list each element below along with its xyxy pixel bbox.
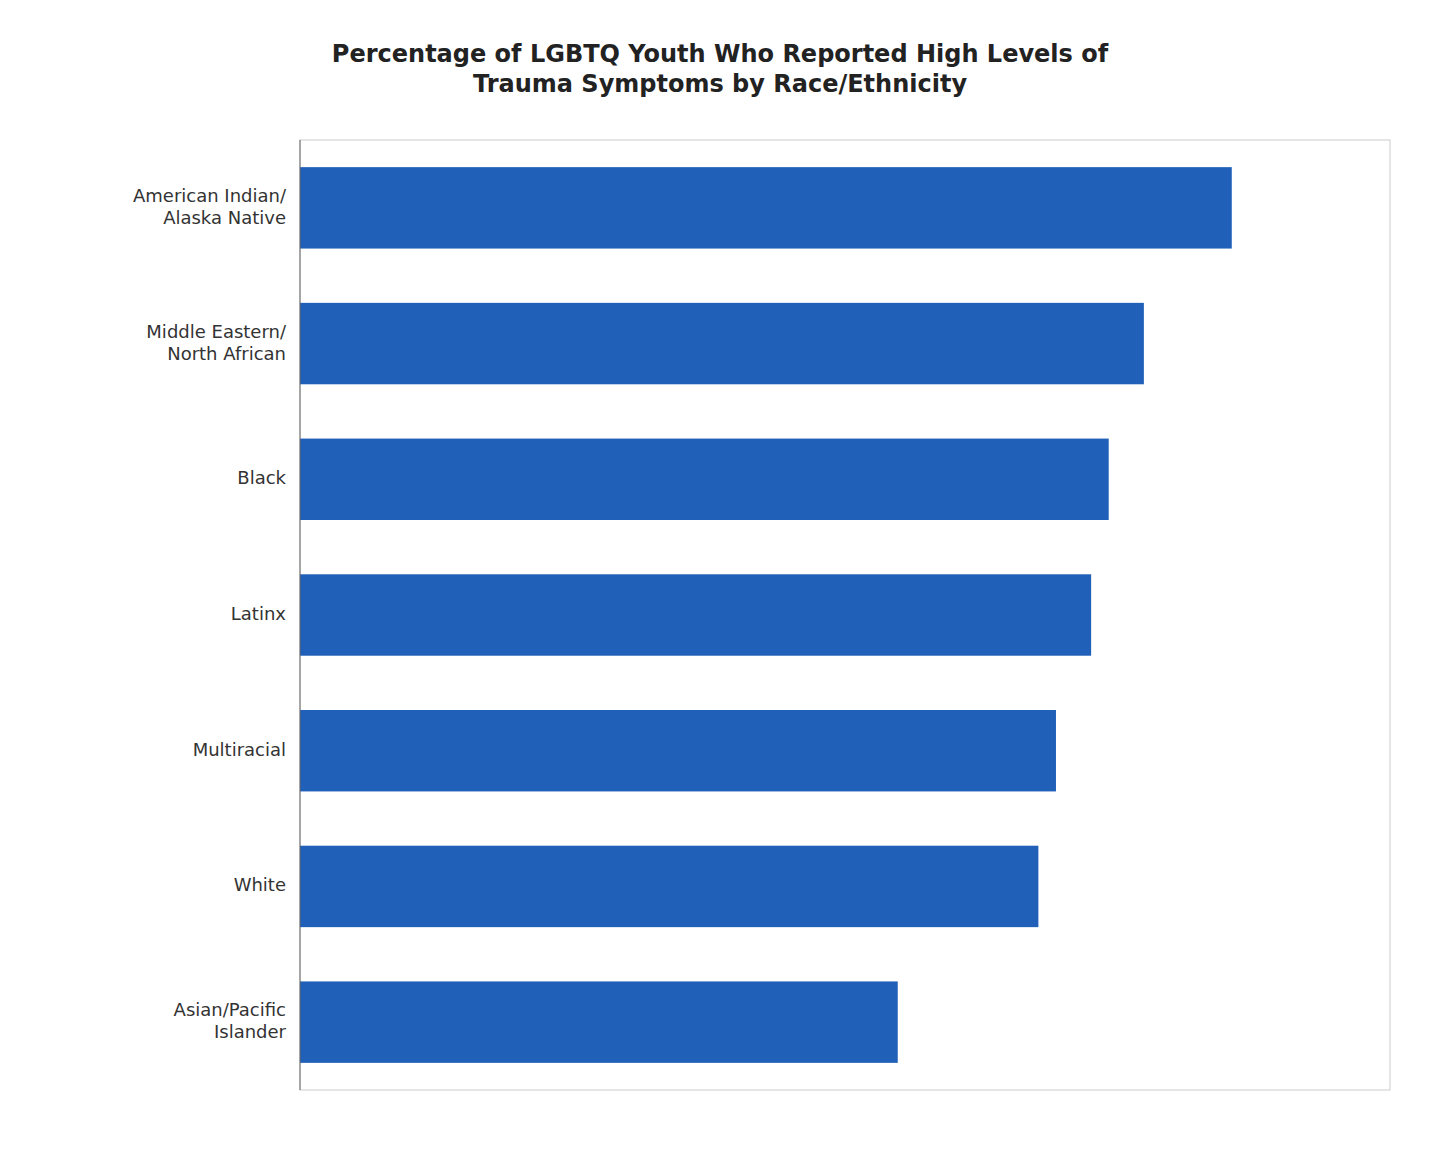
text-line: Trauma Symptoms by Race/Ethnicity [473, 70, 967, 98]
chart-svg: Percentage of LGBTQ Youth Who Reported H… [0, 0, 1440, 1152]
bar [300, 439, 1109, 520]
baseline [300, 140, 301, 1090]
bar [300, 574, 1091, 655]
plot-frame [300, 140, 1390, 1090]
text-line: Multiracial [193, 739, 286, 760]
bar [300, 303, 1144, 384]
category-label: White [234, 874, 286, 895]
bar [300, 846, 1038, 927]
category-label: Asian/PacificIslander [174, 999, 287, 1042]
text-line: Middle Eastern/ [146, 321, 287, 342]
text-line: Percentage of LGBTQ Youth Who Reported H… [332, 40, 1109, 68]
bar [300, 981, 898, 1062]
text-line: Alaska Native [163, 207, 286, 228]
text-line: White [234, 874, 286, 895]
text-line: Islander [214, 1021, 287, 1042]
text-line: Black [237, 467, 286, 488]
category-label: Black [237, 467, 286, 488]
chart-container: Percentage of LGBTQ Youth Who Reported H… [0, 0, 1440, 1152]
title: Percentage of LGBTQ Youth Who Reported H… [332, 40, 1109, 98]
category-label: American Indian/Alaska Native [133, 185, 287, 228]
category-label: Multiracial [193, 739, 286, 760]
text-line: American Indian/ [133, 185, 287, 206]
text-line: Latinx [231, 603, 287, 624]
bar [300, 167, 1232, 248]
category-label: Middle Eastern/North African [146, 321, 287, 364]
category-label: Latinx [231, 603, 287, 624]
text-line: Asian/Pacific [174, 999, 286, 1020]
bar [300, 710, 1056, 791]
background [0, 0, 1440, 1152]
text-line: North African [167, 343, 286, 364]
bars [300, 167, 1232, 1063]
